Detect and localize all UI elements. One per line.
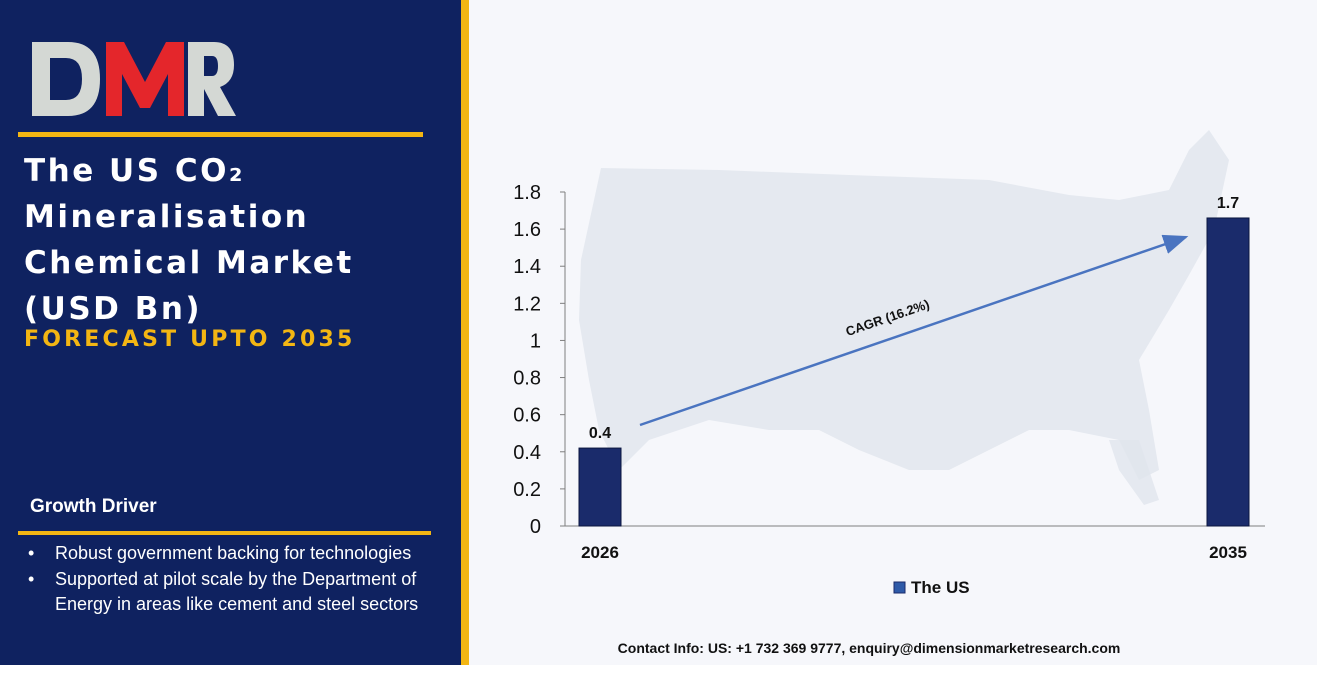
- cagr-arrow: [639, 234, 1189, 427]
- bar-chart: 0 0.2 0.4 0.6 0.8 1 1.2 1.4 1.6 1.8 0.4 2026 1.7 203…: [513, 130, 1265, 597]
- y-tick-label: 1.6: [513, 219, 541, 241]
- dmr-logo: [32, 42, 236, 116]
- y-tick-label: 0.8: [513, 368, 541, 390]
- x-category-label: 2026: [581, 543, 619, 562]
- x-category-label: 2035: [1209, 543, 1247, 562]
- list-item: Robust government backing for technologi…: [28, 541, 438, 566]
- y-tick-label: 0.2: [513, 479, 541, 501]
- y-tick-label: 0.6: [513, 405, 541, 427]
- bar-2035: [1206, 217, 1250, 527]
- contact-info: Contact Info: US: +1 732 369 9777, enqui…: [617, 640, 1121, 656]
- bar-value-label: 0.4: [589, 425, 611, 442]
- y-tick-label: 0.4: [513, 442, 541, 464]
- title-rule: [18, 132, 423, 137]
- y-tick-label: 1.8: [513, 182, 541, 204]
- legend-swatch: [893, 581, 906, 594]
- y-tick-label: 1.2: [513, 293, 541, 315]
- growth-driver-list: Robust government backing for technologi…: [28, 541, 438, 618]
- bar-value-label: 1.7: [1217, 195, 1239, 212]
- y-tick-label: 1: [530, 330, 541, 352]
- bottom-strip: [0, 665, 1317, 679]
- growth-driver-heading: Growth Driver: [30, 496, 157, 517]
- y-tick-label: 0: [530, 516, 541, 538]
- list-item: Supported at pilot scale by the Departme…: [28, 567, 438, 617]
- y-tick-label: 1.4: [513, 256, 541, 278]
- bar-2026: [578, 447, 622, 527]
- us-map-silhouette: [579, 130, 1229, 480]
- growth-rule: [18, 531, 431, 535]
- forecast-subtitle: FORECAST UPTO 2035: [24, 327, 356, 352]
- florida-shape: [1109, 440, 1159, 505]
- page-title: The US CO₂ Mineralisation Chemical Marke…: [24, 153, 354, 327]
- legend-label: The US: [911, 578, 970, 597]
- divider-bar: [461, 0, 469, 665]
